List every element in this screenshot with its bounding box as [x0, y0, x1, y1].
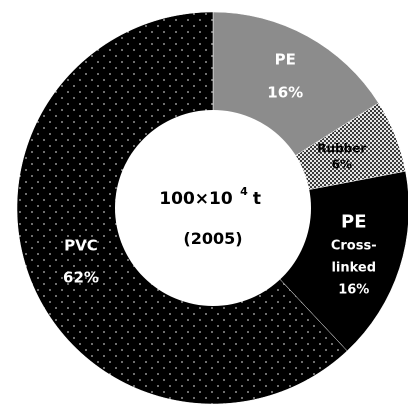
- center-exponent-label: 4: [240, 185, 248, 198]
- slice-label-rubber-0: Rubber: [317, 142, 366, 156]
- slice-label-pe-0: PE: [275, 51, 296, 69]
- labels-layer: PE 16% Rubber 6% PE Cross-linked 16% PVC 62%: [63, 51, 377, 298]
- slice-value-label-pe-cross-linked: 16%: [338, 283, 369, 298]
- slice-value-label-pe: 16%: [267, 84, 303, 102]
- slice-value-label-pvc: 62%: [63, 268, 99, 286]
- slice-label-pvc-0: PVC: [64, 236, 98, 254]
- center-total-label: 100×10: [159, 189, 233, 209]
- slice-label-pe-cross-linked-0: PE: [341, 212, 367, 233]
- donut-hole: [115, 110, 311, 306]
- center-unit-label: t: [253, 189, 261, 209]
- center-year-label: (2005): [183, 229, 242, 248]
- slice-label-pe-cross-linked-2: linked: [331, 261, 376, 276]
- slice-value-label-rubber: 6%: [332, 158, 352, 172]
- center-label: 100×10 4 t (2005): [159, 185, 261, 248]
- slice-label-pe-cross-linked-1: Cross-: [331, 239, 377, 254]
